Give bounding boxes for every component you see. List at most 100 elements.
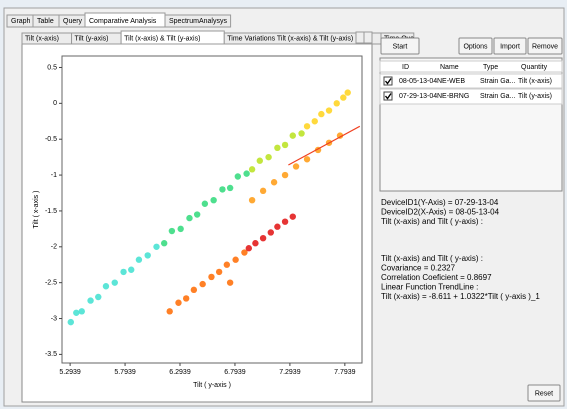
info-line: Correlation Coeficient = 0.8697 xyxy=(381,273,492,282)
scroll-left[interactable] xyxy=(355,31,365,44)
scatter-point xyxy=(289,132,296,139)
scatter-point xyxy=(265,153,272,161)
button[interactable] xyxy=(493,37,527,55)
y-tick-label: -2 xyxy=(51,244,57,251)
scatter-point xyxy=(128,266,135,273)
scatter-point xyxy=(199,280,206,288)
button[interactable] xyxy=(527,384,561,402)
button-label[interactable]: Reset xyxy=(535,390,553,397)
scatter-point xyxy=(267,229,274,236)
button[interactable] xyxy=(458,37,493,55)
scatter-point xyxy=(144,252,151,259)
button-label[interactable]: Start xyxy=(393,43,408,50)
tab-label[interactable]: Table xyxy=(37,18,54,25)
column-header: Quantity xyxy=(521,64,548,71)
scatter-point xyxy=(270,179,278,186)
table-cell: 08-05-13-04 xyxy=(399,78,437,85)
scatter-point xyxy=(248,166,256,173)
scatter-point xyxy=(303,156,311,163)
scatter-point xyxy=(292,163,300,170)
button-label[interactable]: Import xyxy=(500,43,520,50)
table-header xyxy=(379,60,563,73)
scatter-point xyxy=(259,187,267,195)
column-header: ID xyxy=(402,64,409,71)
info-line: Tilt (x-axis) = -8.611 + 1.0322*Tilt ( y… xyxy=(381,292,540,301)
y-tick-label: -1.5 xyxy=(45,208,57,215)
x-tick-label: 5.2939 xyxy=(59,369,81,376)
button-label[interactable]: Options xyxy=(463,43,488,50)
y-axis-label: Tilt ( x-axis ) xyxy=(33,191,40,229)
scatter-point xyxy=(241,249,248,256)
info-line: DeviceID1(Y-Axis) = 07-29-13-04 xyxy=(381,198,499,207)
subtab-label[interactable]: Time Variations Tilt (x-axis) & Tilt (y-… xyxy=(227,35,353,42)
info-line: Linear Function TrendLine : xyxy=(381,283,478,292)
scatter-point xyxy=(252,240,259,247)
trendline xyxy=(288,125,361,166)
tab[interactable] xyxy=(164,14,232,28)
checkbox[interactable] xyxy=(383,76,393,86)
table-cell: NE-BRNG xyxy=(437,93,469,100)
info-line: Tilt (x-axis) and Tilt ( y-axis) : xyxy=(381,217,483,226)
scatter-point xyxy=(318,110,325,118)
y-tick-label: -2.5 xyxy=(45,280,57,287)
scatter-point xyxy=(232,256,239,263)
scatter-point xyxy=(215,268,223,276)
x-tick-label: 7.7939 xyxy=(334,369,356,376)
y-tick-label: -0.5 xyxy=(45,136,57,143)
checkmark[interactable] xyxy=(384,78,392,85)
scatter-point xyxy=(248,196,256,204)
table-cell: Strain Ga... xyxy=(480,93,515,100)
button[interactable] xyxy=(380,37,420,55)
scatter-point xyxy=(102,283,110,290)
scatter-point xyxy=(243,170,250,177)
tab-label[interactable]: Comparative Analysis xyxy=(89,18,157,25)
subtab-label[interactable]: Tilt (x-axis) & Tilt (y-axis) xyxy=(124,35,200,42)
scatter-point xyxy=(67,318,74,326)
scroll-right[interactable] xyxy=(363,31,373,44)
table-cell: Strain Ga... xyxy=(480,78,515,85)
scatter-point xyxy=(73,309,80,316)
table-cell: Tilt (y-axis) xyxy=(518,93,552,100)
tab-label[interactable]: Graph xyxy=(11,18,31,25)
checkbox[interactable] xyxy=(383,91,393,101)
scatter-point xyxy=(226,279,234,286)
button-label[interactable]: Remove xyxy=(532,43,558,50)
info-line: Tilt (x-axis) and Tilt ( y-axis) : xyxy=(381,254,483,263)
y-tick-label: -3.5 xyxy=(45,351,57,358)
scatter-point xyxy=(160,240,168,247)
button[interactable] xyxy=(527,37,563,55)
scatter-point xyxy=(87,297,94,304)
x-tick-label: 6.7939 xyxy=(224,369,246,376)
table-row xyxy=(379,88,563,105)
scatter-point xyxy=(95,293,102,301)
scatter-point xyxy=(226,184,234,192)
tab-label[interactable]: Query xyxy=(63,18,83,25)
table-cell: 07-29-13-04 xyxy=(399,93,437,100)
scatter-point xyxy=(311,118,318,125)
subtab-label[interactable]: Tilt (x-axis) xyxy=(25,35,59,42)
scatter-point xyxy=(78,308,85,315)
scatter-point xyxy=(186,214,193,222)
subtab-label[interactable]: Tilt (y-axis) xyxy=(75,35,109,42)
info-line: Covariance = 0.2327 xyxy=(381,264,456,273)
checkmark[interactable] xyxy=(384,93,392,100)
scatter-point xyxy=(168,227,176,235)
table-cell: Tilt (x-axis) xyxy=(518,78,552,85)
scatter-point xyxy=(208,273,215,281)
table-cell: NE-WEB xyxy=(437,78,465,85)
scatter-point xyxy=(175,299,182,306)
scatter-point xyxy=(201,200,209,207)
scatter-point xyxy=(274,223,281,230)
scatter-point xyxy=(274,144,281,152)
scatter-point xyxy=(281,141,289,149)
scatter-point xyxy=(182,295,190,302)
tab-label[interactable]: SpectrumAnalysys xyxy=(169,18,227,25)
y-tick-label: 0 xyxy=(53,100,57,107)
scatter-point xyxy=(111,279,118,286)
table-row xyxy=(379,73,563,89)
info-line: DeviceID2(X-Axis) = 08-05-13-04 xyxy=(381,208,500,217)
scatter-point xyxy=(333,100,340,107)
scatter-point xyxy=(256,157,264,164)
scatter-point xyxy=(289,213,296,220)
